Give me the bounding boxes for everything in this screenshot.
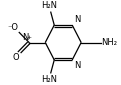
Text: ⁻O: ⁻O <box>8 23 19 32</box>
Text: O: O <box>12 53 19 62</box>
Text: H₂N: H₂N <box>42 75 58 84</box>
Text: H₂N: H₂N <box>42 1 58 10</box>
Text: +: + <box>26 36 31 40</box>
Text: NH₂: NH₂ <box>101 38 117 47</box>
Text: N: N <box>22 33 28 42</box>
Text: N: N <box>74 61 80 70</box>
Text: N: N <box>74 15 80 24</box>
